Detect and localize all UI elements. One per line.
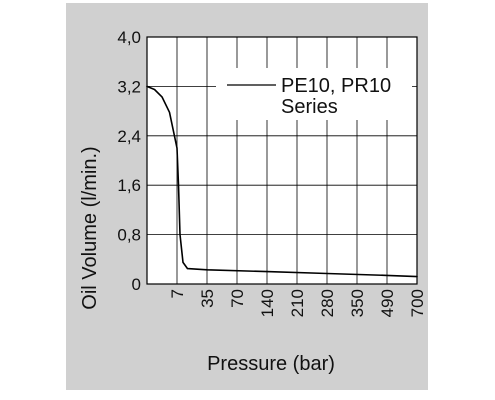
x-tick-label: 700 <box>408 289 427 317</box>
legend-background <box>216 68 412 120</box>
y-tick-label: 2,4 <box>117 127 141 146</box>
x-tick-label: 70 <box>228 289 247 308</box>
y-tick-label: 0 <box>132 275 141 294</box>
series-line <box>146 85 418 278</box>
legend-label-line1: PE10, PR10 <box>281 75 391 97</box>
legend-label-line2: Series <box>281 96 338 118</box>
y-tick-label: 0,8 <box>117 226 141 245</box>
x-tick-label: 140 <box>258 289 277 317</box>
x-tick-label: 280 <box>318 289 337 317</box>
y-tick-label: 4,0 <box>117 28 141 47</box>
plot-frame <box>146 36 418 285</box>
x-tick-label: 35 <box>198 289 217 308</box>
x-tick-label: 350 <box>348 289 367 317</box>
legend: PE10, PR10 Series <box>216 68 412 120</box>
x-axis-title: Pressure (bar) <box>207 353 335 375</box>
x-tick-label: 210 <box>288 289 307 317</box>
y-axis-title: Oil Volume (l/min.) <box>79 146 101 309</box>
x-tick-label: 490 <box>378 289 397 317</box>
y-tick-label: 1,6 <box>117 176 141 195</box>
y-axis-ticks: 0 0,8 1,6 2,4 3,2 4,0 <box>117 28 141 294</box>
y-tick-label: 3,2 <box>117 77 141 96</box>
x-tick-label: 7 <box>168 289 187 298</box>
x-axis-ticks: 7 35 70 140 210 280 350 490 700 <box>168 289 427 317</box>
